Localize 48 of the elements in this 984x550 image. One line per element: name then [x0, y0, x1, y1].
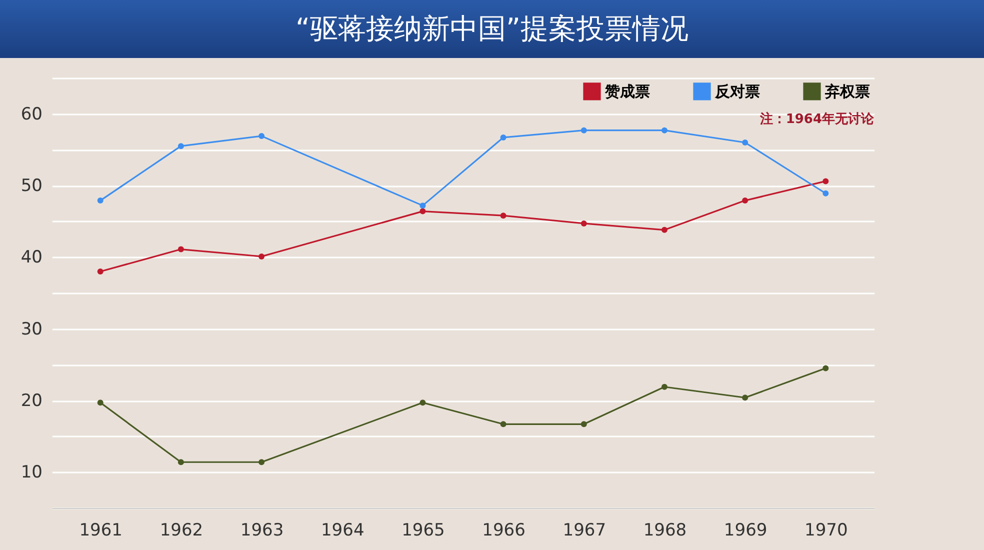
point [420, 208, 426, 214]
y-tick-label: 30 [20, 319, 42, 340]
y-tick-label: 60 [20, 104, 42, 124]
point [742, 394, 748, 401]
y-tick-label: 40 [20, 248, 42, 268]
point [822, 190, 829, 196]
y-tick-label: 20 [20, 391, 42, 411]
x-tick-label: 1967 [562, 520, 606, 540]
point [661, 226, 668, 233]
point [420, 202, 426, 209]
point [420, 400, 426, 406]
x-tick-label: 1965 [402, 520, 445, 540]
point [742, 198, 748, 204]
x-tick-label: 1968 [643, 520, 687, 540]
point [580, 421, 587, 428]
legend-label: 反对票 [714, 82, 760, 100]
point [822, 178, 829, 184]
x-tick-label: 1961 [79, 520, 122, 540]
legend-label: 赞成票 [604, 82, 650, 100]
point [258, 133, 265, 140]
x-tick-label: 1962 [160, 520, 204, 540]
point [178, 143, 184, 150]
annotation: 注：1964年无讨论 [760, 110, 874, 128]
point [822, 365, 829, 372]
point [97, 198, 104, 204]
legend-label: 弃权票 [824, 82, 870, 100]
point [500, 421, 506, 428]
point [500, 134, 506, 140]
chart-title: “驱蒋接纳新中国”提案投票情况 [0, 0, 984, 58]
y-tick-label: 10 [20, 462, 42, 483]
point [661, 384, 668, 390]
point [580, 220, 587, 226]
x-tick-label: 1964 [320, 520, 364, 540]
point [580, 127, 587, 134]
point [178, 246, 184, 252]
x-tick-label: 1969 [724, 520, 768, 540]
point [258, 459, 265, 466]
point [178, 459, 184, 466]
point [258, 253, 265, 260]
point [742, 140, 748, 146]
x-tick-label: 1963 [240, 520, 284, 540]
x-tick-label: 1966 [482, 520, 526, 540]
point [97, 268, 104, 274]
y-tick-label: 50 [20, 176, 42, 196]
point [661, 127, 668, 134]
x-tick-label: 1970 [804, 520, 848, 540]
point [97, 400, 104, 406]
point [500, 212, 506, 219]
